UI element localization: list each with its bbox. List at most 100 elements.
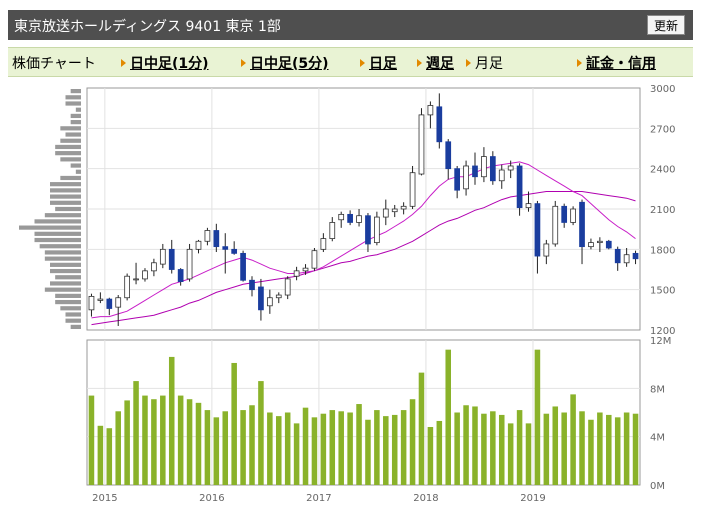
candle-body (463, 165, 469, 190)
volume-axis: 12M 8M 4M 0M (650, 336, 671, 492)
volume-profile-bar (70, 163, 81, 168)
volume-bar (490, 411, 496, 485)
volume-profile-bar (39, 244, 81, 249)
candle-body (605, 240, 612, 249)
volume-bar (454, 412, 460, 485)
volume-profile-bar (75, 169, 81, 174)
volume-profile-bar (55, 299, 81, 305)
volume-bar (481, 413, 487, 485)
volume-bar (597, 412, 603, 485)
volume-bar (623, 412, 630, 485)
volume-bar (213, 417, 220, 485)
arrow-right-icon (121, 59, 126, 67)
volume-bar (347, 412, 353, 485)
volume-tick-label: 4M (650, 433, 665, 444)
candle-body (302, 267, 309, 272)
candle-body (374, 216, 380, 244)
candle-body (124, 275, 130, 299)
candle-body (249, 279, 255, 291)
volume-bar (552, 406, 559, 485)
arrow-right-icon (417, 59, 422, 67)
moving-average-long (91, 191, 636, 326)
volume-bar (240, 410, 246, 485)
candle-body (266, 297, 273, 307)
volume-bar (409, 399, 416, 485)
candle-body (168, 248, 175, 270)
volume-bars (88, 349, 639, 485)
x-axis: 2015 2016 2017 2018 2019 (92, 493, 546, 504)
candle-body (623, 254, 630, 264)
candle-body (151, 262, 157, 272)
volume-bar (391, 414, 398, 485)
volume-profile-bar (44, 287, 81, 292)
volume-profile-bar (34, 219, 81, 224)
candle-body (534, 203, 541, 257)
volume-bar (258, 381, 264, 485)
arrow-right-icon (241, 59, 246, 67)
volume-bar (516, 410, 523, 485)
candle-body (391, 208, 398, 213)
x-tick-label: 2017 (306, 493, 331, 504)
candlesticks (88, 93, 639, 326)
refresh-button[interactable]: 更新 (646, 15, 685, 35)
candle-body (525, 203, 532, 209)
volume-bar (570, 394, 576, 485)
volume-bar (151, 399, 157, 485)
price-tick-label: 3000 (650, 84, 675, 95)
volume-tick-label: 0M (650, 481, 665, 492)
volume-bar (632, 413, 639, 485)
volume-bar (525, 423, 532, 485)
nav-link-margin-credit[interactable]: 証金・信用 (577, 53, 656, 73)
volume-profile-bar (50, 281, 81, 286)
volume-profile-bar (65, 312, 81, 317)
volume-profile-bar (65, 318, 81, 323)
candle-body (632, 252, 639, 260)
volume-profile-bar (50, 182, 81, 187)
volume-profile-bar (50, 268, 81, 274)
nav-link-weekly[interactable]: 週足 (417, 53, 454, 73)
nav-link-daily[interactable]: 日足 (360, 53, 397, 73)
candle-body (142, 270, 148, 280)
page-title: 東京放送ホールディングス 9401 東京 1部 (14, 19, 281, 35)
volume-bar (534, 349, 541, 485)
volume-bar (338, 411, 344, 485)
candle-body (204, 230, 211, 242)
candle-body (88, 295, 95, 311)
nav-link-intraday-5min[interactable]: 日中足(5分) (241, 53, 329, 73)
volume-bar (320, 413, 327, 485)
nav-link-monthly[interactable]: 月足 (466, 53, 503, 73)
volume-bar (168, 356, 175, 485)
candle-body (275, 294, 282, 299)
candle-body (552, 205, 559, 245)
price-tick-label: 1800 (650, 245, 675, 256)
candle-body (561, 205, 568, 223)
volume-bar (418, 372, 425, 485)
candle-body (454, 168, 461, 191)
volume-profile-bar (70, 113, 81, 119)
volume-bar (276, 416, 282, 485)
candle-body (570, 208, 576, 223)
volume-bar (365, 419, 371, 485)
volume-bar (186, 399, 193, 485)
candle-body (338, 213, 345, 221)
volume-bar (579, 411, 585, 485)
x-tick-label: 2016 (199, 493, 224, 504)
volume-profile-bar (75, 107, 81, 112)
candle-body (284, 278, 291, 296)
price-tick-label: 2100 (650, 205, 675, 216)
volume-profile-bar (55, 293, 81, 298)
volume-profile-bar (60, 126, 81, 131)
nav-link-intraday-1min[interactable]: 日中足(1分) (121, 53, 209, 73)
price-tick-label: 2400 (650, 165, 675, 176)
volume-profile-bar (65, 95, 81, 100)
volume-bar (383, 416, 389, 485)
candle-body (614, 248, 621, 264)
candle-body (293, 270, 300, 277)
volume-bar (204, 410, 211, 485)
candle-body (436, 106, 443, 143)
volume-profile-bar (70, 120, 81, 125)
candle-body (400, 205, 407, 210)
volume-bar (356, 404, 362, 485)
volume-profile-bar (50, 262, 81, 267)
candle-body (115, 297, 122, 308)
